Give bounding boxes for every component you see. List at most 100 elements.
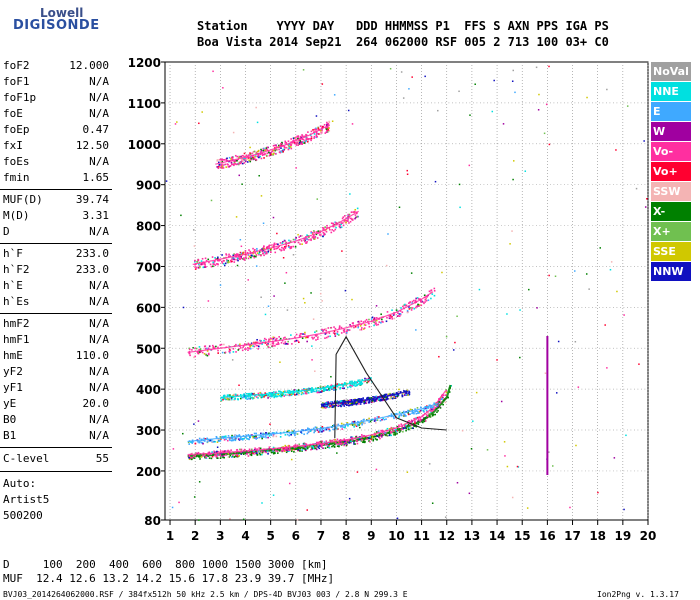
noise-point — [302, 297, 305, 300]
trace-point — [305, 137, 308, 139]
trace-point — [351, 381, 353, 383]
trace-point — [278, 148, 280, 151]
trace-point — [270, 394, 272, 397]
trace-point — [373, 321, 375, 323]
trace-point — [435, 404, 437, 406]
trace-point — [286, 448, 288, 450]
trace-point — [217, 440, 220, 442]
trace-point — [357, 320, 359, 323]
trace-point — [250, 156, 252, 158]
trace-point — [419, 418, 422, 421]
trace-point — [233, 393, 236, 396]
trace-point — [315, 448, 318, 451]
trace-point — [334, 221, 336, 224]
trace-point — [292, 140, 294, 142]
trace-point — [371, 434, 373, 437]
trace-point — [267, 246, 269, 248]
trace-point — [237, 398, 239, 401]
trace-point — [429, 415, 431, 418]
trace-point — [377, 431, 379, 433]
noise-point — [519, 356, 521, 359]
trace-point — [228, 438, 231, 441]
trace-point — [307, 391, 310, 394]
trace-point — [319, 391, 322, 393]
autoscaler-line1: Auto: — [3, 477, 37, 490]
trace-point — [338, 403, 340, 405]
trace-point — [315, 389, 318, 392]
trace-point — [232, 257, 235, 259]
trace-point — [325, 328, 327, 330]
trace-point — [234, 154, 237, 157]
trace-point — [322, 430, 325, 432]
trace-point — [239, 251, 242, 254]
trace-point — [310, 139, 312, 142]
trace-point — [244, 397, 247, 400]
noise-point — [470, 447, 473, 450]
y-tick-label: 800 — [136, 220, 161, 234]
trace-point — [274, 345, 276, 347]
trace-point — [399, 313, 402, 315]
trace-point — [328, 406, 330, 409]
trace-point — [238, 455, 240, 457]
trace-point — [339, 441, 341, 443]
noise-point — [552, 465, 554, 467]
y-tick-label: 500 — [136, 342, 161, 356]
trace-point — [413, 299, 415, 302]
trace-point — [192, 440, 194, 443]
trace-point — [290, 448, 292, 451]
trace-point — [201, 262, 204, 265]
trace-point — [200, 260, 203, 262]
trace-point — [246, 254, 249, 256]
trace-point — [287, 393, 290, 396]
trace-point — [351, 218, 354, 221]
trace-point — [293, 241, 296, 244]
trace-point — [360, 440, 363, 443]
trace-point — [209, 439, 211, 442]
trace-point — [331, 388, 333, 390]
trace-point — [220, 452, 223, 455]
trace-point — [294, 136, 297, 139]
trace-point — [274, 148, 276, 151]
trace-point — [225, 166, 228, 168]
trace-point — [393, 313, 396, 316]
trace-point — [273, 244, 275, 247]
trace-point — [391, 309, 393, 312]
trace-point — [262, 448, 265, 450]
trace-point — [444, 394, 447, 396]
trace-point — [324, 229, 326, 232]
trace-point — [284, 447, 287, 450]
trace-point — [405, 392, 408, 394]
trace-point — [263, 245, 265, 248]
trace-point — [403, 415, 405, 418]
trace-point — [338, 223, 341, 226]
trace-point — [212, 347, 215, 349]
trace-point — [224, 163, 227, 166]
trace-point — [285, 430, 288, 433]
trace-point — [266, 450, 269, 453]
noise-point — [456, 315, 458, 318]
trace-point — [286, 433, 289, 436]
trace-point — [410, 427, 412, 429]
trace-point — [255, 438, 258, 440]
trace-point — [263, 450, 266, 453]
trace-point — [315, 231, 318, 233]
trace-point — [231, 158, 234, 160]
trace-point — [360, 422, 363, 425]
trace-point — [350, 326, 353, 329]
trace-point — [318, 133, 320, 135]
trace-point — [219, 450, 222, 452]
trace-point — [249, 250, 252, 253]
trace-point — [436, 411, 438, 413]
trace-point — [272, 336, 275, 339]
trace-point — [260, 432, 262, 435]
trace-point — [423, 420, 426, 423]
trace-point — [351, 211, 353, 213]
trace-point — [252, 393, 255, 395]
trace-point — [334, 228, 337, 231]
trace-point — [197, 258, 200, 261]
trace-point — [278, 248, 281, 251]
trace-point — [300, 390, 302, 393]
trace-point — [241, 349, 244, 352]
trace-point — [358, 438, 361, 441]
trace-point — [213, 450, 215, 453]
